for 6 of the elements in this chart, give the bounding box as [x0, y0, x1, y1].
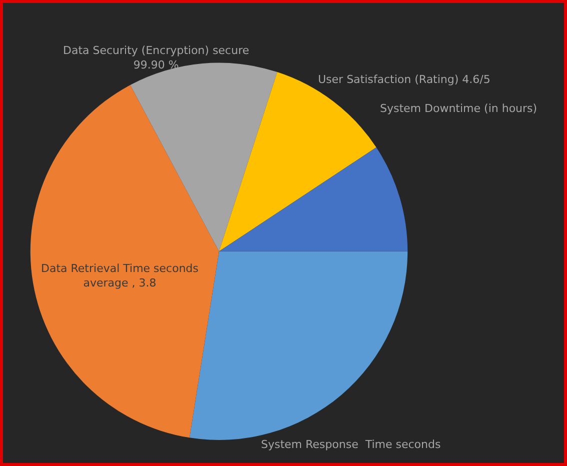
pie-slice [218, 147, 408, 252]
slice-label: User Satisfaction (Rating) 4.6/5 [318, 73, 490, 86]
slice-label: System Response Time seconds [261, 438, 441, 451]
slice-label: System Downtime (in hours) [380, 102, 538, 115]
slice-label: Data Retrieval Time seconds average , 3.8 [41, 262, 199, 290]
pie-slice [30, 85, 219, 438]
